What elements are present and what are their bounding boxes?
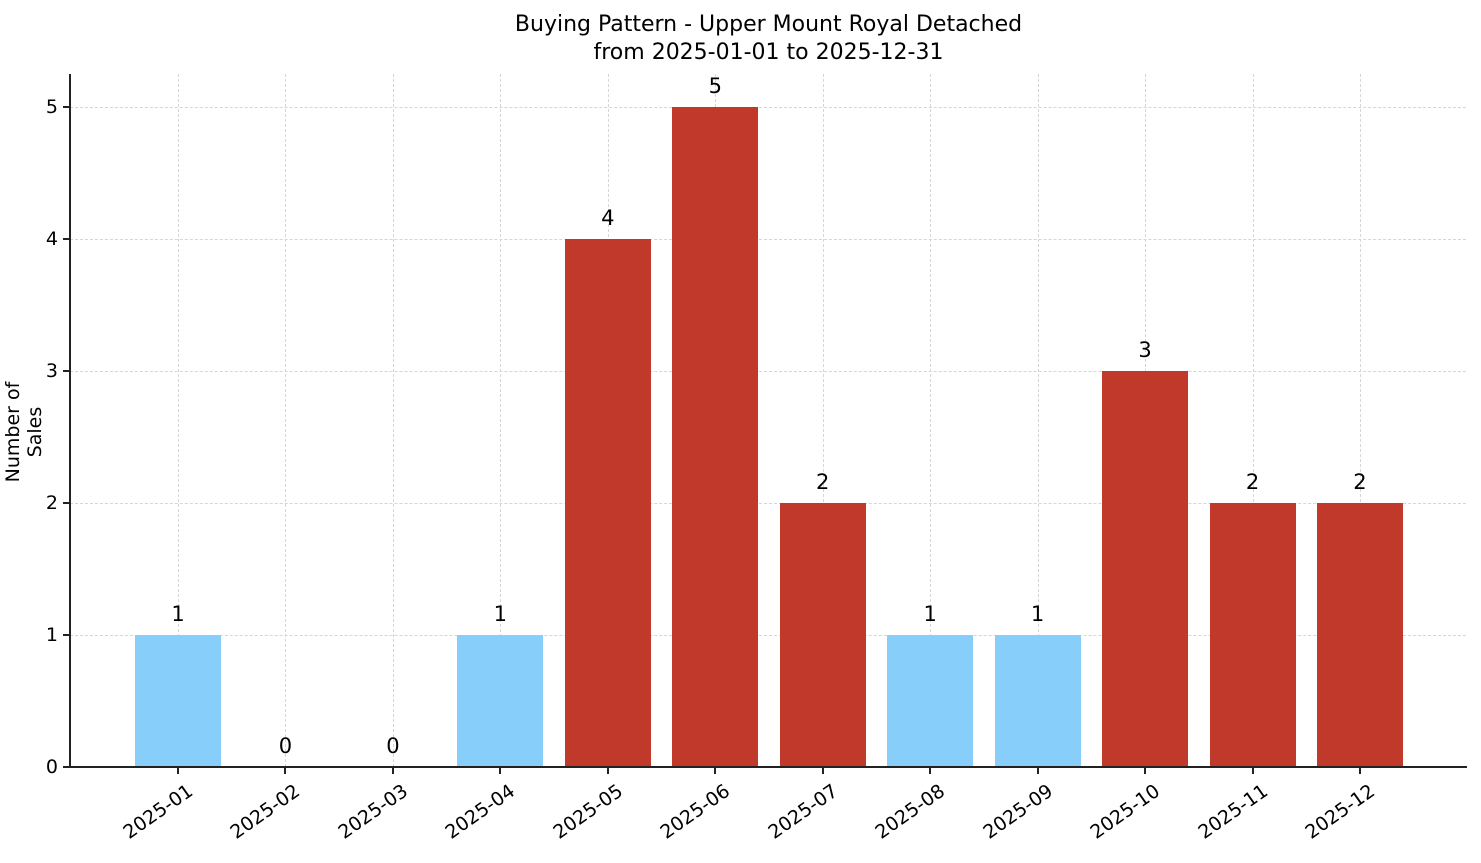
bar bbox=[564, 239, 651, 767]
v-gridline bbox=[1252, 74, 1254, 767]
bar-value-label: 4 bbox=[601, 206, 615, 230]
y-tick bbox=[63, 634, 70, 636]
y-tick bbox=[63, 106, 70, 108]
h-gridline bbox=[70, 503, 1466, 504]
bar-value-label: 1 bbox=[923, 602, 937, 626]
v-gridline bbox=[285, 74, 287, 767]
x-tick-label: 2025-01 bbox=[119, 780, 198, 844]
bar bbox=[1102, 371, 1189, 767]
x-tick bbox=[1251, 767, 1254, 774]
x-tick bbox=[177, 767, 179, 774]
bar-value-label: 2 bbox=[1245, 470, 1260, 494]
y-tick bbox=[63, 370, 70, 372]
x-tick bbox=[1036, 767, 1039, 774]
bar-value-label: 2 bbox=[816, 470, 830, 494]
bar bbox=[457, 635, 544, 767]
bar bbox=[1316, 503, 1403, 767]
x-tick-label: 2025-04 bbox=[441, 780, 520, 844]
y-tick bbox=[63, 766, 70, 768]
h-gridline bbox=[70, 239, 1466, 240]
x-tick bbox=[1144, 767, 1147, 774]
y-tick-label: 2 bbox=[45, 492, 58, 514]
x-tick bbox=[391, 767, 394, 774]
y-tick bbox=[63, 502, 70, 504]
bar bbox=[672, 107, 759, 767]
y-tick-label: 4 bbox=[45, 228, 58, 250]
bar-value-label: 1 bbox=[171, 602, 185, 626]
v-gridline bbox=[392, 74, 394, 767]
bar-value-label: 2 bbox=[1353, 470, 1367, 494]
x-tick-label: 2025-03 bbox=[334, 780, 412, 844]
x-tick bbox=[714, 767, 717, 774]
v-gridline bbox=[178, 74, 179, 767]
x-tick-label: 2025-02 bbox=[226, 780, 305, 844]
y-tick-label: 0 bbox=[45, 756, 58, 778]
y-tick-label: 3 bbox=[45, 360, 58, 382]
v-gridline bbox=[822, 74, 824, 767]
x-axis-line bbox=[69, 766, 1467, 768]
x-tick bbox=[606, 767, 609, 774]
v-gridline bbox=[500, 74, 502, 767]
y-tick bbox=[63, 238, 70, 240]
x-tick-label: 2025-07 bbox=[764, 780, 842, 844]
x-tick-label: 2025-11 bbox=[1193, 780, 1272, 844]
bar-value-label: 0 bbox=[386, 734, 400, 758]
h-gridline bbox=[70, 107, 1466, 108]
h-gridline bbox=[70, 371, 1466, 372]
x-tick-label: 2025-10 bbox=[1086, 780, 1165, 844]
y-axis-line bbox=[69, 74, 71, 768]
bar-value-label: 1 bbox=[493, 602, 508, 626]
bar bbox=[779, 503, 866, 767]
v-gridline bbox=[930, 74, 932, 767]
x-tick-label: 2025-08 bbox=[871, 780, 950, 844]
x-tick-label: 2025-09 bbox=[978, 780, 1057, 844]
y-axis-title: Number of Sales bbox=[2, 381, 46, 483]
x-tick-label: 2025-06 bbox=[656, 780, 735, 844]
bar bbox=[135, 635, 221, 767]
bar-value-label: 5 bbox=[708, 74, 722, 98]
x-tick-label: 2025-05 bbox=[549, 780, 627, 844]
x-tick bbox=[499, 767, 502, 774]
x-tick bbox=[1358, 767, 1361, 774]
bar bbox=[1209, 503, 1296, 767]
x-tick bbox=[821, 767, 824, 774]
bar-value-label: 1 bbox=[1030, 602, 1045, 626]
h-gridline bbox=[70, 635, 1466, 636]
bar bbox=[994, 635, 1081, 767]
y-tick-label: 5 bbox=[45, 96, 58, 118]
bar-value-label: 3 bbox=[1138, 338, 1152, 362]
chart-subtitle: from 2025-01-01 to 2025-12-31 bbox=[593, 40, 944, 65]
bar bbox=[887, 635, 974, 767]
y-tick-label: 1 bbox=[45, 624, 58, 646]
v-gridline bbox=[1359, 74, 1361, 767]
x-tick bbox=[284, 767, 287, 774]
x-tick bbox=[929, 767, 932, 774]
chart-title: Buying Pattern - Upper Mount Royal Detac… bbox=[514, 12, 1023, 37]
v-gridline bbox=[1037, 74, 1039, 767]
x-tick-label: 2025-12 bbox=[1301, 780, 1379, 844]
bar-value-label: 0 bbox=[278, 734, 293, 758]
